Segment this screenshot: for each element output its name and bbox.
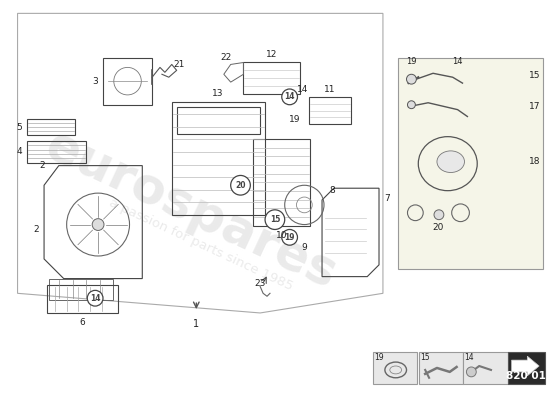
Circle shape bbox=[434, 210, 444, 220]
Text: 15: 15 bbox=[420, 353, 430, 362]
Text: 23: 23 bbox=[255, 279, 266, 288]
Text: 14: 14 bbox=[452, 57, 463, 66]
Text: 11: 11 bbox=[324, 84, 336, 94]
Text: 7: 7 bbox=[384, 194, 390, 202]
Text: 14: 14 bbox=[90, 294, 101, 303]
Bar bbox=[464, 352, 508, 384]
Text: 19: 19 bbox=[284, 233, 295, 242]
Bar bbox=[508, 352, 545, 384]
Bar bbox=[398, 58, 543, 269]
Circle shape bbox=[230, 176, 250, 195]
Bar bbox=[177, 107, 260, 134]
Text: 6: 6 bbox=[80, 318, 85, 327]
Text: 14: 14 bbox=[296, 86, 308, 94]
Text: 14: 14 bbox=[284, 92, 295, 101]
Text: 1: 1 bbox=[193, 319, 199, 329]
Text: 17: 17 bbox=[530, 102, 541, 111]
Text: 15: 15 bbox=[270, 215, 280, 224]
Circle shape bbox=[282, 230, 298, 245]
Bar bbox=[47, 286, 118, 313]
Circle shape bbox=[92, 219, 104, 230]
Text: 19: 19 bbox=[289, 115, 300, 124]
Text: 20: 20 bbox=[432, 223, 444, 232]
Text: 4: 4 bbox=[16, 147, 23, 156]
Circle shape bbox=[406, 74, 416, 84]
Ellipse shape bbox=[390, 366, 402, 374]
Circle shape bbox=[87, 290, 103, 306]
Text: 2: 2 bbox=[39, 161, 45, 170]
Text: 15: 15 bbox=[530, 71, 541, 80]
Bar bbox=[28, 120, 74, 135]
Polygon shape bbox=[512, 356, 539, 376]
Text: a passion for parts since 1985: a passion for parts since 1985 bbox=[107, 196, 295, 293]
Text: 5: 5 bbox=[16, 123, 23, 132]
Text: 20: 20 bbox=[235, 181, 246, 190]
Bar bbox=[373, 352, 417, 384]
Text: 19: 19 bbox=[406, 57, 417, 66]
Text: 21: 21 bbox=[173, 60, 184, 69]
Text: 13: 13 bbox=[212, 90, 224, 98]
Bar bbox=[28, 141, 86, 163]
Text: 820 01: 820 01 bbox=[507, 371, 546, 381]
Ellipse shape bbox=[437, 151, 464, 172]
Text: 19: 19 bbox=[374, 353, 384, 362]
Text: 9: 9 bbox=[301, 243, 307, 252]
Bar bbox=[103, 58, 152, 105]
Text: 3: 3 bbox=[92, 77, 98, 86]
Circle shape bbox=[466, 367, 476, 377]
Text: 22: 22 bbox=[220, 53, 232, 62]
Bar bbox=[172, 102, 265, 215]
Text: 14: 14 bbox=[465, 353, 474, 362]
Circle shape bbox=[265, 210, 285, 230]
Text: 10: 10 bbox=[276, 231, 288, 240]
Text: 2: 2 bbox=[34, 225, 39, 234]
Circle shape bbox=[282, 89, 298, 105]
Text: eurospares: eurospares bbox=[38, 121, 345, 298]
Bar bbox=[244, 62, 300, 94]
Circle shape bbox=[408, 101, 415, 109]
Bar bbox=[419, 352, 464, 384]
Text: 12: 12 bbox=[266, 50, 278, 59]
Text: 18: 18 bbox=[530, 157, 541, 166]
Bar bbox=[309, 97, 350, 124]
Text: 8: 8 bbox=[329, 186, 335, 195]
Bar bbox=[254, 139, 310, 226]
